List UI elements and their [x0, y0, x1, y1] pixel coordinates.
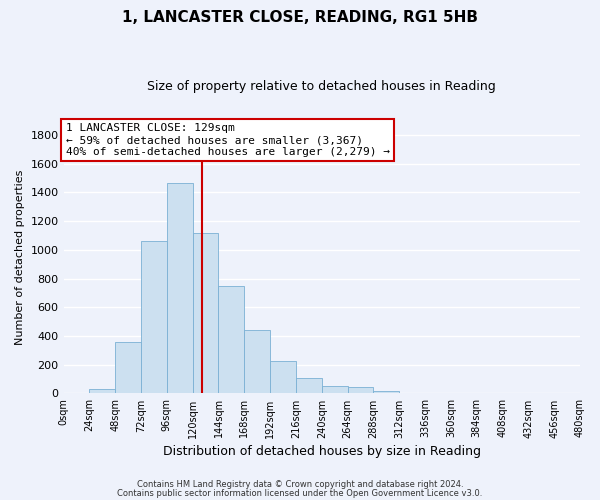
Text: 1 LANCASTER CLOSE: 129sqm
← 59% of detached houses are smaller (3,367)
40% of se: 1 LANCASTER CLOSE: 129sqm ← 59% of detac…: [65, 124, 389, 156]
Text: 1, LANCASTER CLOSE, READING, RG1 5HB: 1, LANCASTER CLOSE, READING, RG1 5HB: [122, 10, 478, 25]
Title: Size of property relative to detached houses in Reading: Size of property relative to detached ho…: [148, 80, 496, 93]
Bar: [270, 360, 296, 394]
Text: Contains public sector information licensed under the Open Government Licence v3: Contains public sector information licen…: [118, 488, 482, 498]
Bar: [89, 389, 115, 394]
Bar: [373, 390, 399, 394]
Y-axis label: Number of detached properties: Number of detached properties: [15, 170, 25, 344]
Bar: [322, 386, 347, 394]
Bar: [244, 330, 270, 394]
Bar: [347, 386, 373, 394]
Text: Contains HM Land Registry data © Crown copyright and database right 2024.: Contains HM Land Registry data © Crown c…: [137, 480, 463, 489]
Bar: [296, 378, 322, 394]
Bar: [218, 286, 244, 394]
X-axis label: Distribution of detached houses by size in Reading: Distribution of detached houses by size …: [163, 444, 481, 458]
Bar: [399, 392, 425, 394]
Bar: [167, 183, 193, 394]
Bar: [64, 392, 89, 394]
Bar: [193, 232, 218, 394]
Bar: [141, 241, 167, 394]
Bar: [115, 342, 141, 394]
